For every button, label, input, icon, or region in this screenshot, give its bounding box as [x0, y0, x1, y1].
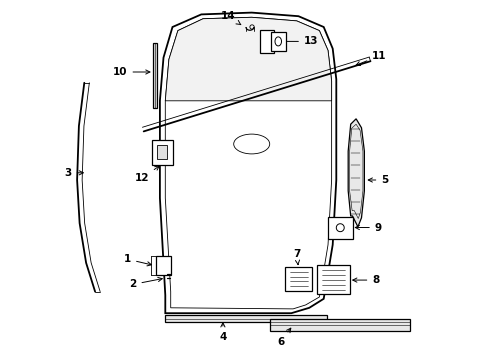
Text: 12: 12: [134, 166, 159, 183]
Polygon shape: [160, 13, 336, 313]
Polygon shape: [165, 315, 326, 322]
Text: 1: 1: [123, 254, 151, 266]
Polygon shape: [165, 17, 331, 101]
FancyBboxPatch shape: [270, 32, 285, 51]
Polygon shape: [347, 119, 364, 227]
Text: 9: 9: [355, 222, 381, 233]
Text: 5: 5: [367, 175, 388, 185]
Text: 10: 10: [113, 67, 150, 77]
Text: 14: 14: [221, 11, 241, 25]
FancyBboxPatch shape: [152, 140, 173, 165]
FancyBboxPatch shape: [284, 267, 311, 291]
FancyBboxPatch shape: [260, 30, 274, 53]
Text: 7: 7: [292, 249, 300, 265]
Text: 8: 8: [352, 275, 379, 285]
Text: 6: 6: [276, 328, 290, 347]
Text: 13: 13: [264, 36, 318, 46]
Polygon shape: [156, 256, 170, 275]
Text: 11: 11: [355, 51, 386, 66]
Text: 3: 3: [64, 168, 83, 178]
FancyBboxPatch shape: [327, 217, 352, 239]
FancyBboxPatch shape: [157, 145, 167, 159]
Polygon shape: [152, 43, 157, 108]
Polygon shape: [269, 319, 409, 331]
FancyBboxPatch shape: [317, 265, 349, 294]
Text: 2: 2: [129, 278, 162, 289]
Text: 4: 4: [219, 323, 226, 342]
